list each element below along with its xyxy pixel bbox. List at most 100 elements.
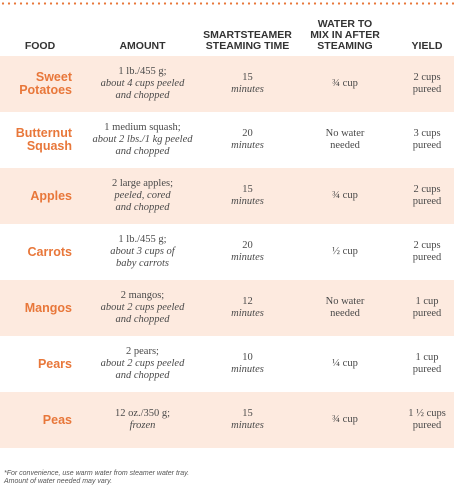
yield-cell: 2 cups pureed [400, 168, 454, 224]
cell-line: pureed [412, 196, 442, 207]
water-cell: No water needed [290, 112, 400, 168]
cell-line: needed [330, 308, 360, 319]
cell-line: 1 medium squash; [104, 122, 181, 133]
food-cell: Sweet Potatoes [0, 56, 80, 112]
time-cell: 15 minutes [205, 392, 290, 448]
cell-line: 12 oz./350 g; [114, 408, 171, 419]
time-cell: 20 minutes [205, 224, 290, 280]
cell-line: 2 mangos; [120, 290, 165, 301]
cell-line: pureed [412, 252, 442, 263]
water-cell: ¾ cup [290, 392, 400, 448]
cell-line: 20 [242, 128, 253, 139]
food-cell: Peas [0, 392, 80, 448]
cell-line: 1 cup [415, 296, 439, 307]
amount-cell: 2 large apples; peeled, cored and chopped [80, 168, 205, 224]
cell-line: ¼ cup [332, 358, 358, 369]
cell-line: and chopped [115, 146, 170, 157]
cell-line: about 4 cups peeled [100, 78, 185, 89]
steaming-table: FOOD AMOUNT SMARTSTEAMER STEAMING TIME WATER… [0, 8, 454, 448]
cell-line: Potatoes [19, 83, 72, 97]
cell-line: Sweet [35, 70, 72, 84]
amount-cell: 1 lb./455 g; about 3 cups of baby carrots [80, 224, 205, 280]
cell-line: pureed [412, 420, 442, 431]
cell-line: and chopped [115, 90, 170, 101]
cell-line: Squash [26, 139, 72, 153]
cell-line: minutes [231, 196, 264, 207]
footnote-line: *For convenience, use warm water from st… [4, 470, 190, 477]
cell-line: minutes [231, 308, 264, 319]
cell-line: frozen [129, 420, 156, 431]
water-cell: No water needed [290, 280, 400, 336]
header-cell: WATER TO MIX IN AFTER STEAMING [290, 8, 400, 56]
cell-line: No water [325, 296, 365, 307]
cell-line: about 2 lbs./1 kg peeled [92, 134, 193, 145]
yield-cell: 2 cups pureed [400, 224, 454, 280]
cell-line: WATER TO [317, 18, 373, 30]
cell-line: STEAMING [317, 40, 373, 52]
yield-cell: 2 cups pureed [400, 56, 454, 112]
yield-cell: 3 cups pureed [400, 112, 454, 168]
cell-line: Carrots [27, 244, 72, 259]
footnote-line: Amount of water needed may vary. [4, 478, 113, 485]
cell-line: pureed [412, 364, 442, 375]
food-cell: Carrots [0, 224, 80, 280]
cell-line: minutes [231, 84, 264, 95]
amount-cell: 12 oz./350 g; frozen [80, 392, 205, 448]
cell-line: 1 cup [415, 352, 439, 363]
cell-line: 3 cups [413, 128, 441, 139]
header-cell: FOOD [0, 8, 80, 56]
cell-line: baby carrots [116, 258, 169, 269]
time-cell: 10 minutes [205, 336, 290, 392]
food-cell: Apples [0, 168, 80, 224]
footnote: *For convenience, use warm water from st… [4, 470, 189, 486]
cell-line: Mangos [24, 300, 72, 315]
cell-line: 15 [242, 184, 253, 195]
water-cell: ¾ cup [290, 56, 400, 112]
header-cell: AMOUNT [80, 8, 205, 56]
water-cell: ¼ cup [290, 336, 400, 392]
water-cell: ¾ cup [290, 168, 400, 224]
cell-line: STEAMING TIME [205, 40, 290, 52]
cell-line: needed [330, 140, 360, 151]
cell-line: and chopped [115, 314, 170, 325]
amount-cell: 1 lb./455 g; about 4 cups peeled and chopp… [80, 56, 205, 112]
cell-line: minutes [231, 252, 264, 263]
cell-line: ¾ cup [332, 190, 358, 201]
cell-line: 2 cups [413, 184, 441, 195]
cell-line: 2 pears; [126, 346, 159, 357]
water-cell: ½ cup [290, 224, 400, 280]
yield-cell: 1 ½ cups pureed [400, 392, 454, 448]
time-cell: 15 minutes [205, 168, 290, 224]
food-cell: Pears [0, 336, 80, 392]
time-cell: 12 minutes [205, 280, 290, 336]
cell-line: 2 cups [413, 240, 441, 251]
cell-line: FOOD [24, 40, 56, 52]
cell-line: Butternut [15, 126, 72, 140]
cell-line: Pears [37, 356, 72, 371]
cell-line: and chopped [115, 202, 170, 213]
cell-line: 1 ½ cups [408, 408, 446, 419]
cell-line: and chopped [115, 370, 170, 381]
cell-line: 2 cups [413, 72, 441, 83]
cell-line: about 3 cups of [110, 246, 175, 257]
cell-line: ¾ cup [332, 414, 358, 425]
cell-line: YIELD [411, 40, 443, 52]
cell-line: pureed [412, 308, 442, 319]
cell-line: ¾ cup [332, 78, 358, 89]
cell-line: MIX IN AFTER [310, 29, 380, 41]
amount-cell: 2 mangos; about 2 cups peeled and chopped [80, 280, 205, 336]
cell-line: No water [325, 128, 365, 139]
cell-line: about 2 cups peeled [100, 302, 185, 313]
cell-line: Apples [30, 188, 72, 203]
cell-line: 1 lb./455 g; [118, 234, 167, 245]
cell-line: AMOUNT [119, 40, 166, 52]
yield-cell: 1 cup pureed [400, 336, 454, 392]
yield-cell: 1 cup pureed [400, 280, 454, 336]
dotted-rule [0, 2, 454, 5]
cell-line: minutes [231, 140, 264, 151]
cell-line: pureed [412, 84, 442, 95]
food-cell: Butternut Squash [0, 112, 80, 168]
cell-line: peeled, cored [114, 190, 171, 201]
cell-line: Peas [42, 412, 72, 427]
